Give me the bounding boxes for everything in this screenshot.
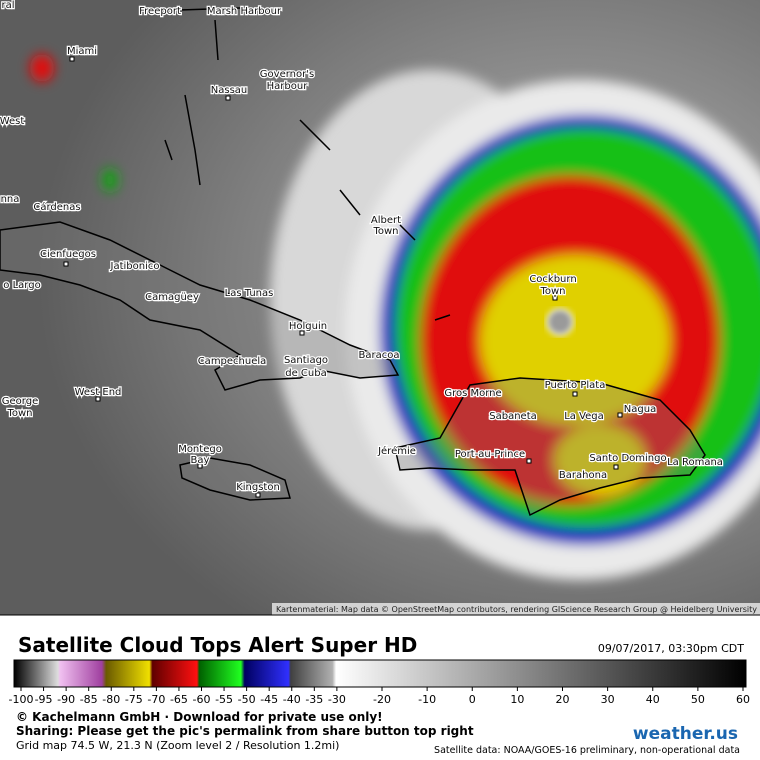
- scale-tick-label: 60: [736, 693, 750, 706]
- place-label: Albert: [371, 215, 401, 226]
- scale-tick-label: -90: [57, 693, 75, 706]
- place-label: de Cuba: [285, 368, 326, 379]
- place-label: Baracoa: [359, 350, 400, 361]
- color-scale: [13, 659, 747, 688]
- satellite-info: Satellite data: NOAA/GOES-16 preliminary…: [434, 745, 740, 756]
- sharing-note: Sharing: Please get the pic's permalink …: [16, 724, 474, 738]
- place-label: Town: [6, 408, 32, 419]
- place-label: Cárdenas: [33, 201, 80, 213]
- scale-tick-label: -10: [418, 693, 436, 706]
- scale-tick-label: -50: [238, 693, 256, 706]
- place-label: Holguin: [289, 321, 327, 332]
- place-label: Barahona: [559, 470, 607, 481]
- place-label: ral: [1, 0, 14, 11]
- place-label: La Romana: [667, 457, 723, 468]
- place-label: o Largo: [3, 280, 40, 291]
- scale-tick-label: -45: [260, 693, 278, 706]
- scale-tick-label: -80: [102, 693, 120, 706]
- place-label: Jatibonico: [110, 261, 160, 272]
- place-label: West: [0, 116, 24, 127]
- scale-tick-label: -55: [215, 693, 233, 706]
- place-label: Kingston: [236, 482, 280, 493]
- place-label: Marsh Harbour: [207, 6, 282, 17]
- place-label: Gros Morne: [444, 388, 501, 399]
- place-label: West End: [75, 387, 122, 398]
- scale-tick-label: 20: [556, 693, 570, 706]
- place-label: Cockburn: [529, 274, 576, 285]
- place-label: Town: [372, 226, 398, 237]
- logo: weather.us: [633, 724, 738, 744]
- scale-tick-label: 10: [510, 693, 524, 706]
- attribution-background: [272, 603, 760, 615]
- place-label: Town: [539, 286, 565, 297]
- scale-tick-label: 30: [601, 693, 615, 706]
- scale-tick-label: 40: [646, 693, 660, 706]
- place-label: Santo Domingo: [589, 453, 666, 464]
- scale-tick-label: -20: [373, 693, 391, 706]
- place-label: Nagua: [624, 404, 656, 415]
- place-label: Jérémie: [377, 445, 416, 457]
- place-label: Camagüey: [145, 292, 199, 303]
- copyright: © Kachelmann GmbH · Download for private…: [16, 710, 383, 724]
- place-label: Governor's: [260, 69, 314, 80]
- place-label: Harbour: [267, 81, 309, 92]
- place-label: Cienfuegos: [40, 249, 96, 260]
- coastlines: [0, 7, 706, 517]
- place-label: Port-au-Prince: [455, 449, 525, 460]
- grid-info: Grid map 74.5 W, 21.3 N (Zoom level 2 / …: [16, 739, 339, 752]
- timestamp: 09/07/2017, 03:30pm CDT: [598, 642, 744, 655]
- place-label: Freeport: [139, 6, 181, 17]
- place-label: Bay: [191, 455, 210, 466]
- place-label: Nassau: [211, 85, 248, 96]
- place-label: Campechuela: [198, 356, 267, 367]
- scale-tick-label: -100: [9, 693, 34, 706]
- scale-tick-label: -40: [283, 693, 301, 706]
- scale-tick-label: -85: [80, 693, 98, 706]
- place-label: Puerto Plata: [545, 380, 606, 391]
- scale-tick-label: -60: [193, 693, 211, 706]
- scale-tick-label: -65: [170, 693, 188, 706]
- place-labels: ral Freeport Marsh Harbour Miami Nassau …: [0, 0, 724, 494]
- legend-title: Satellite Cloud Tops Alert Super HD: [18, 633, 417, 657]
- scale-tick-label: 0: [469, 693, 476, 706]
- scale-ticks: -100 -95 -90 -85 -80 -75 -70 -65 -60 -55 -50 -45 -40…: [9, 687, 750, 706]
- attribution: Kartenmaterial: Map data © OpenStreetMap…: [276, 605, 757, 614]
- satellite-map: ral Freeport Marsh Harbour Miami Nassau …: [0, 0, 760, 615]
- place-label: Montego: [178, 444, 222, 455]
- scale-tick-label: -95: [35, 693, 53, 706]
- scale-tick-label: -70: [147, 693, 165, 706]
- place-label: Miami: [67, 46, 97, 57]
- scale-tick-label: -75: [125, 693, 143, 706]
- scale-tick-label: -35: [305, 693, 323, 706]
- place-markers: [63, 56, 623, 498]
- legend-panel: Satellite Cloud Tops Alert Super HD 09/0…: [9, 633, 750, 756]
- place-label: nna: [1, 194, 20, 205]
- cloud-field: [30, 54, 760, 580]
- place-label: La Vega: [564, 411, 604, 422]
- hurricane-eye: [546, 308, 574, 336]
- scale-tick-label: 50: [691, 693, 705, 706]
- place-label: Las Tunas: [225, 288, 274, 299]
- place-label: George: [2, 396, 38, 407]
- scale-tick-label: -30: [328, 693, 346, 706]
- place-label: Santiago: [284, 355, 328, 366]
- place-label: Sabaneta: [489, 411, 537, 422]
